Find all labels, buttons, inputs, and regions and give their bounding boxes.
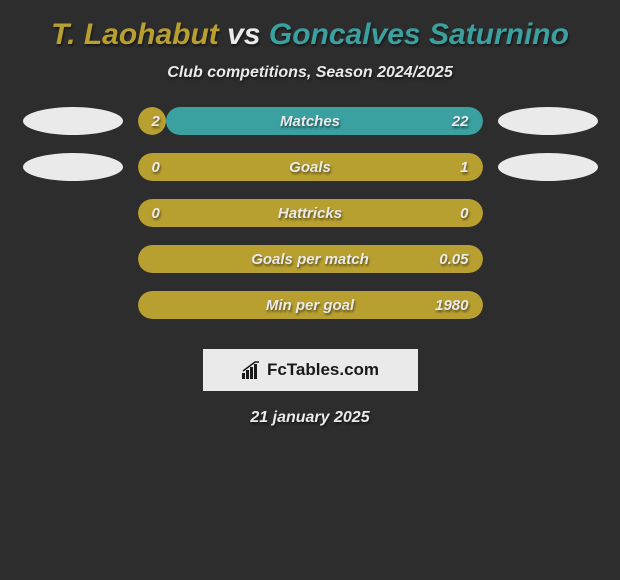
stat-row: 2 Matches 22 [0, 107, 620, 135]
stat-value-p2: 0.05 [439, 251, 468, 268]
spacer [498, 245, 598, 273]
chart-icon [241, 361, 263, 379]
spacer [23, 199, 123, 227]
player1-badge [23, 107, 123, 135]
spacer [23, 245, 123, 273]
page-title: T. Laohabut vs Goncalves Saturnino [0, 18, 620, 52]
stat-bar: 0 Goals 1 [138, 153, 483, 181]
comparison-container: T. Laohabut vs Goncalves Saturnino Club … [0, 0, 620, 437]
brand-box: FcTables.com [203, 349, 418, 391]
player1-badge [23, 153, 123, 181]
spacer [23, 291, 123, 319]
stat-row: 0 Hattricks 0 [0, 199, 620, 227]
stat-label: Min per goal [266, 297, 354, 314]
player2-badge [498, 153, 598, 181]
vs-label: vs [227, 18, 260, 51]
stat-bar: Min per goal 1980 [138, 291, 483, 319]
brand-text: FcTables.com [267, 360, 379, 380]
stat-row: 0 Goals 1 [0, 153, 620, 181]
stat-value-p1: 0 [152, 159, 160, 176]
brand-logo: FcTables.com [241, 360, 379, 380]
stat-value-p2: 0 [460, 205, 468, 222]
stats-area: 2 Matches 22 0 Goals 1 0 Hattricks 0 Goals per ma… [0, 107, 620, 319]
spacer [498, 291, 598, 319]
player1-name: T. Laohabut [51, 18, 219, 51]
player2-badge [498, 107, 598, 135]
stat-row: Goals per match 0.05 [0, 245, 620, 273]
stat-row: Min per goal 1980 [0, 291, 620, 319]
stat-label: Hattricks [278, 205, 342, 222]
stat-bar: 2 Matches 22 [138, 107, 483, 135]
stat-label: Goals [289, 159, 331, 176]
stat-value-p2: 22 [452, 113, 469, 130]
spacer [498, 199, 598, 227]
subtitle: Club competitions, Season 2024/2025 [0, 64, 620, 82]
stat-label: Matches [280, 113, 340, 130]
stat-label: Goals per match [251, 251, 369, 268]
stat-bar: Goals per match 0.05 [138, 245, 483, 273]
stat-bar: 0 Hattricks 0 [138, 199, 483, 227]
stat-value-p2: 1980 [435, 297, 468, 314]
date-label: 21 january 2025 [0, 409, 620, 427]
stat-value-p1: 2 [152, 113, 160, 130]
player2-name: Goncalves Saturnino [269, 18, 569, 51]
stat-value-p2: 1 [460, 159, 468, 176]
stat-value-p1: 0 [152, 205, 160, 222]
